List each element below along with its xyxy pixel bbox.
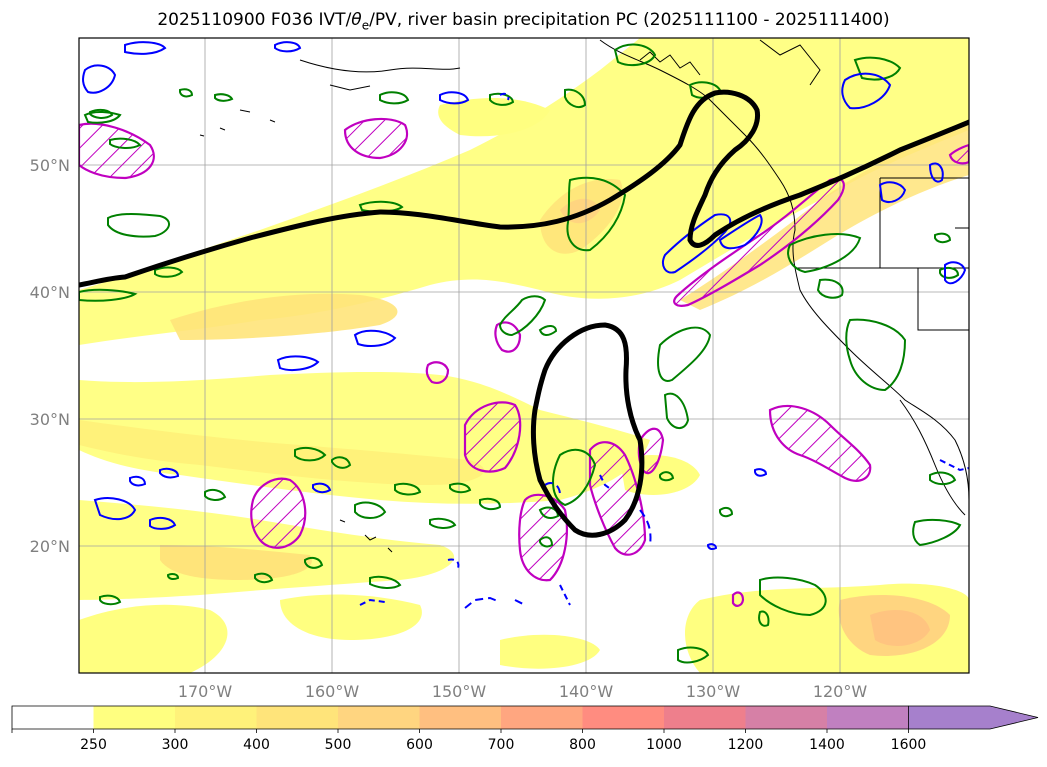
colorbar-segment: [175, 706, 257, 729]
colorbar-tick-label: 700: [488, 737, 515, 753]
lat-label-40n: 40°N: [30, 283, 70, 302]
lon-label-160w: 160°W: [305, 682, 360, 701]
title-theta-subscript: e: [361, 18, 370, 33]
map-frame: [78, 37, 970, 674]
colorbar-tick-label: 1400: [809, 737, 845, 753]
title-suffix: /PV, river basin precipitation PC (20251…: [369, 10, 890, 30]
colorbar-tick-label: 1600: [891, 737, 927, 753]
lat-label-30n: 30°N: [30, 410, 70, 429]
theta-e-blue-contours: [82, 41, 969, 609]
title-prefix: 2025110900 F036 IVT/: [157, 10, 352, 30]
latitude-labels: 50°N 40°N 30°N 20°N: [30, 156, 70, 556]
colorbar-tick-label: 400: [243, 737, 270, 753]
lon-label-130w: 130°W: [686, 682, 741, 701]
colorbar-tick-label: 600: [406, 737, 433, 753]
lat-label-50n: 50°N: [30, 156, 70, 175]
title-theta: θ: [351, 10, 362, 30]
colorbar-segment: [664, 706, 746, 729]
colorbar-tick-label: 250: [80, 737, 107, 753]
colorbar-segment: [419, 706, 502, 729]
colorbar-frame: [11, 705, 909, 730]
lon-label-120w: 120°W: [813, 682, 868, 701]
colorbar-segment: [12, 706, 94, 729]
map-content: [79, 38, 969, 673]
colorbar-tick-label: 300: [162, 737, 189, 753]
colorbar-tick-label: 800: [569, 737, 596, 753]
colorbar-segment: [93, 706, 176, 729]
colorbar-segment: [338, 706, 420, 729]
colorbar-segment: [256, 706, 339, 729]
colorbar-tick-label: 500: [325, 737, 352, 753]
lon-label-140w: 140°W: [559, 682, 614, 701]
colorbar-tick-label: 1200: [728, 737, 764, 753]
colorbar-extend-arrow: [908, 705, 1039, 730]
colorbar-segment: [827, 706, 909, 729]
lon-label-150w: 150°W: [432, 682, 487, 701]
ivt-shading: [79, 38, 969, 673]
map-title: 2025110900 F036 IVT/θe/PV, river basin p…: [0, 10, 1047, 32]
lon-label-170w: 170°W: [178, 682, 233, 701]
colorbar-segment: [582, 706, 665, 729]
colorbar-tick-label: 1000: [646, 737, 682, 753]
longitude-labels: 170°W 160°W 150°W 140°W 130°W 120°W: [178, 682, 868, 701]
colorbar-segment: [501, 706, 583, 729]
coastlines: [199, 39, 969, 553]
pv-contours: [79, 89, 969, 538]
lat-label-20n: 20°N: [30, 537, 70, 556]
colorbar-segment: [745, 706, 828, 729]
ivt-colorbar: 250 300 400 500 600 700 800 1000 1200 1400 1600: [11, 705, 1039, 753]
precip-regions: [79, 117, 969, 607]
